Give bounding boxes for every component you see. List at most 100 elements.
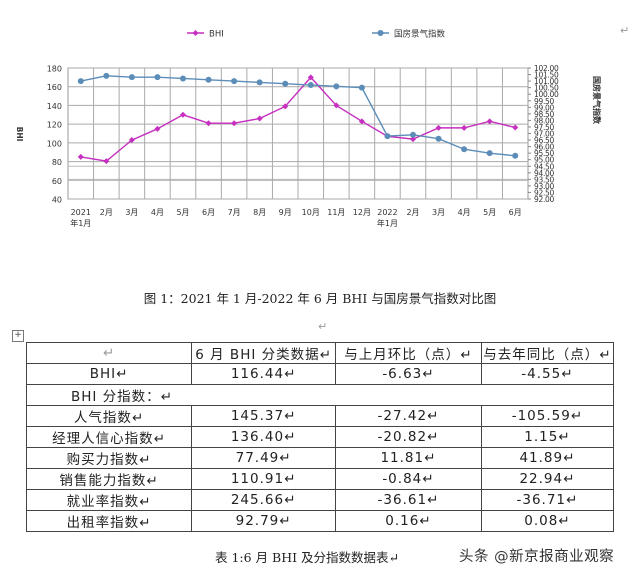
data-point-diamond (128, 137, 135, 144)
y2-tick-label: 95.50 (534, 149, 554, 158)
x-tick-label: 9月 (279, 208, 292, 217)
y-tick-label: 160 (47, 83, 62, 92)
x-tick-label: 7月 (228, 208, 241, 217)
y2-tick-label: 93.50 (534, 175, 554, 184)
yoy-change: 22.94↵ (480, 468, 615, 490)
mom-change: 0.16↵ (335, 510, 482, 532)
table-move-handle-icon[interactable]: + (12, 330, 24, 342)
data-point-diamond (282, 103, 289, 110)
yoy-change: -4.55↵ (480, 363, 615, 385)
data-point-circle (333, 83, 340, 90)
y2-tick-label: 99.50 (534, 97, 554, 106)
data-point-circle (180, 75, 186, 82)
june-value: 136.40↵ (191, 426, 337, 448)
table-row: 就业率指数↵ 245.66↵ -36.61↵ -36.71↵ (25, 489, 615, 511)
y2-tick-label: 100.00 (534, 90, 559, 99)
y2-tick-label: 101.00 (534, 77, 559, 86)
y2-tick-label: 102.00 (534, 64, 559, 73)
x-tick-label: 6月 (509, 208, 522, 217)
x-tick-label: 年1月 (70, 218, 91, 228)
data-point-circle (512, 152, 519, 159)
row-label: 人气指数↵ (25, 405, 193, 427)
june-value: 116.44↵ (191, 363, 337, 385)
y2-tick-label: 93.00 (534, 182, 554, 191)
data-point-diamond (486, 118, 493, 125)
x-tick-label: 10月 (302, 208, 320, 217)
data-point-circle (307, 82, 314, 89)
row-label: 出租率指数↵ (25, 510, 193, 532)
data-point-circle (77, 78, 84, 85)
june-value: 77.49↵ (191, 447, 337, 469)
table-row: 销售能力指数↵ 110.91↵ -0.84↵ 22.94↵ (25, 468, 615, 490)
data-point-circle (435, 135, 442, 142)
data-point-circle (282, 80, 289, 87)
data-point-circle (410, 131, 416, 138)
table-row: 购买力指数↵ 77.49↵ 11.81↵ 41.89↵ (25, 447, 615, 469)
data-point-circle (103, 72, 110, 79)
x-tick-label: 3月 (125, 208, 138, 217)
y2-tick-label: 96.00 (534, 143, 554, 152)
june-value: 145.37↵ (191, 405, 337, 427)
y-axis-title: BHI (15, 127, 24, 142)
mom-change: -36.61↵ (335, 489, 482, 511)
data-point-circle (154, 74, 161, 81)
y2-tick-label: 97.00 (534, 130, 554, 139)
legend-label: 国房景气指数 (394, 29, 446, 40)
data-point-circle (256, 79, 263, 86)
y2-tick-label: 100.50 (534, 84, 559, 93)
y-tick-label: 120 (47, 121, 62, 130)
y-tick-label: 100 (47, 139, 62, 148)
data-point-diamond (512, 124, 519, 131)
header-cell: 与去年同比（点）↵ (480, 342, 615, 364)
x-tick-label: 3月 (432, 208, 445, 217)
june-value: 92.79↵ (191, 510, 337, 532)
data-point-circle (486, 150, 493, 157)
header-cell: ↵ (25, 342, 193, 364)
bhi-vs-national-housing-index-chart: 40 60 80 100 120 140 160 180 92.0092.5093.0093.5… (15, 29, 602, 229)
table-row-bhi: BHI↵ 116.44↵ -6.63↵ -4.55↵ (25, 363, 615, 385)
y2-tick-label: 98.50 (534, 110, 554, 119)
y2-tick-label: 92.50 (534, 188, 554, 197)
y2-tick-label: 95.00 (534, 156, 554, 165)
watermark: 头条 @新京报商业观察 (459, 549, 615, 565)
mom-change: -0.84↵ (335, 468, 482, 490)
data-point-diamond (307, 74, 314, 81)
data-point-diamond (154, 125, 161, 132)
figure-caption: 图 1：2021 年 1 月-2022 年 6 月 BHI 与国房景气指数对比图 (143, 291, 497, 306)
june-value: 245.66↵ (191, 489, 337, 511)
y2-tick-label: 99.00 (534, 103, 554, 112)
data-point-diamond (410, 136, 416, 143)
yoy-change: -105.59↵ (480, 405, 615, 427)
data-point-circle (128, 74, 135, 81)
y2-tick-label: 94.50 (534, 162, 554, 171)
y2-tick-label: 94.00 (534, 169, 554, 178)
row-label: BHI↵ (25, 363, 193, 385)
row-label: 销售能力指数↵ (25, 468, 193, 490)
y-tick-label: 80 (52, 158, 62, 167)
data-point-circle (358, 84, 365, 91)
table-row: 经理人信心指数↵ 136.40↵ -20.82↵ 1.15↵ (25, 426, 615, 448)
table-row: 出租率指数↵ 92.79↵ 0.16↵ 0.08↵ (25, 510, 615, 532)
header-cell: 与上月环比（点）↵ (335, 342, 482, 364)
data-point-diamond (231, 120, 238, 127)
y2-tick-label: 97.50 (534, 123, 554, 132)
header-cell: 6 月 BHI 分类数据↵ (191, 342, 337, 364)
data-point-circle (231, 78, 238, 85)
mom-change: 11.81↵ (335, 447, 482, 469)
subindex-section-row: BHI 分指数：↵ (26, 384, 614, 406)
x-tick-label: 8月 (253, 208, 266, 217)
y-tick-label: 40 (52, 196, 62, 205)
row-label: 购买力指数↵ (25, 447, 193, 469)
x-tick-label: 4月 (458, 208, 471, 217)
data-point-diamond (77, 153, 84, 160)
row-label: 就业率指数↵ (25, 489, 193, 511)
y2-tick-label: 101.50 (534, 71, 559, 80)
x-tick-label: 5月 (483, 208, 496, 217)
y-tick-label: 180 (47, 65, 62, 74)
mom-change: -6.63↵ (335, 363, 482, 385)
yoy-change: 1.15↵ (480, 426, 615, 448)
legend-marker-diamond (192, 30, 199, 36)
data-point-diamond (461, 124, 468, 131)
june-value: 110.91↵ (191, 468, 337, 490)
mom-change: -20.82↵ (335, 426, 482, 448)
